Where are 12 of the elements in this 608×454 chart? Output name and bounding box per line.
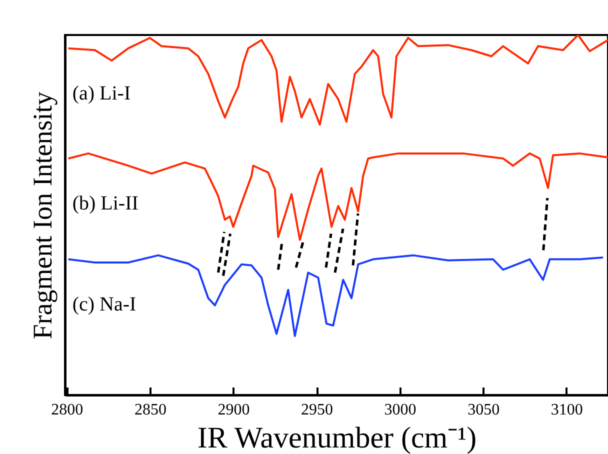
y-axis-title: Fragment Ion Intensity (28, 91, 58, 340)
series-label: (a) Li-I (72, 82, 131, 104)
x-axis-title: IR Wavenumber (cm⁻¹) (197, 422, 477, 454)
x-tick-label: 2950 (301, 402, 334, 418)
x-tick-label: 2850 (134, 402, 166, 418)
x-tick-label: 3000 (384, 402, 416, 418)
x-tick-label: 3100 (550, 402, 583, 418)
series-label: (c) Na-I (72, 293, 136, 316)
x-tick-label: 3050 (468, 402, 500, 418)
series-label: (b) Li-II (72, 192, 138, 214)
x-tick-label: 2800 (51, 402, 84, 418)
x-tick-label: 2900 (218, 402, 250, 418)
